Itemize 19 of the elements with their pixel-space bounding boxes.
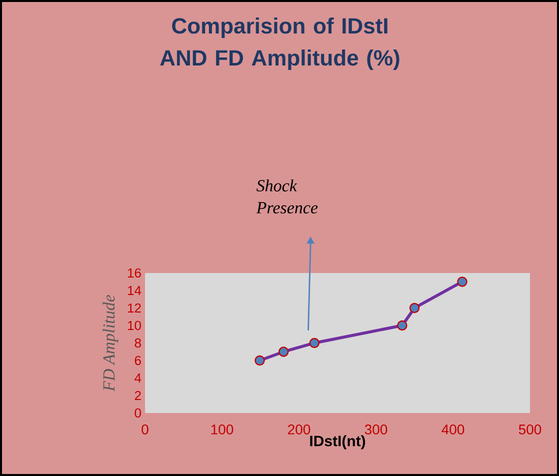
x-tick-label: 100 xyxy=(211,424,234,434)
y-tick-label: 14 xyxy=(128,286,142,295)
x-tick-label: 300 xyxy=(364,424,388,434)
y-tick-label: 6 xyxy=(134,356,141,366)
x-axis-title: IDstI(nt) xyxy=(310,435,366,450)
x-tick-label: 0 xyxy=(142,424,148,434)
y-tick-label: 0 xyxy=(134,408,141,418)
chart-title: Comparision of IDstI AND FD Amplitude (%) xyxy=(160,18,400,70)
y-tick-label: 8 xyxy=(134,338,141,348)
y-tick-label: 2 xyxy=(134,390,141,400)
y-tick-label: 4 xyxy=(134,374,142,382)
y-tick-label: 10 xyxy=(128,320,141,330)
x-tick-label: 200 xyxy=(288,424,310,434)
y-axis-title: FD Amplitude xyxy=(102,294,118,392)
x-tick-label: 500 xyxy=(518,424,542,434)
text: Shock Presence xyxy=(256,179,318,214)
y-tick-label: 12 xyxy=(128,303,141,313)
y-tick-label: 16 xyxy=(128,268,141,278)
x-tick-label: 400 xyxy=(442,424,464,434)
